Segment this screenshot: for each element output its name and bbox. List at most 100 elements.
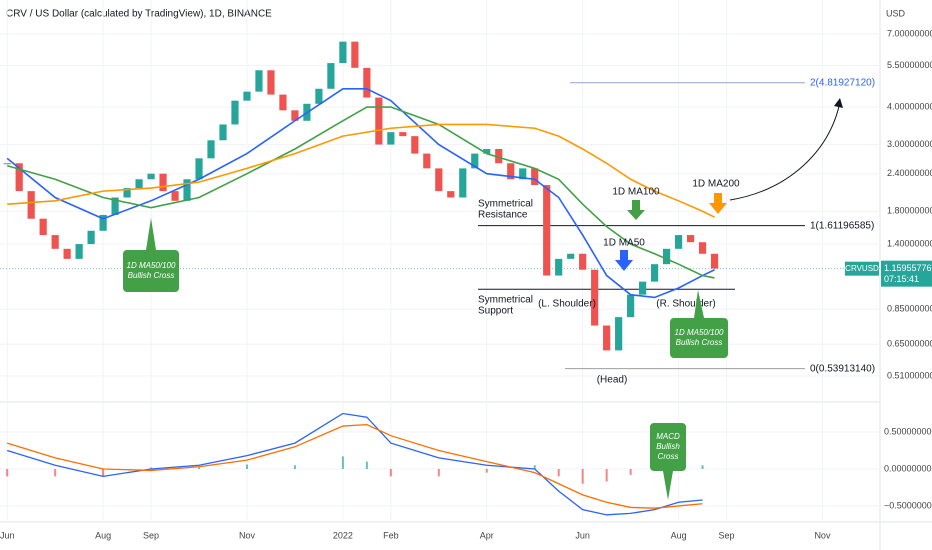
candle xyxy=(231,100,239,125)
y-tick-label: 1.40000000 xyxy=(887,238,932,248)
macd-histogram-bar xyxy=(293,465,296,469)
y-tick-label: 7.00000000 xyxy=(887,28,932,38)
projection-arrow xyxy=(729,101,841,201)
y-tick-label: 0.85000000 xyxy=(887,304,932,314)
callout-box xyxy=(650,423,686,471)
candle xyxy=(315,88,323,104)
candle xyxy=(159,173,167,192)
ma-line xyxy=(6,87,715,299)
fib-label: 0(0.53913140) xyxy=(810,363,875,374)
candle xyxy=(351,41,359,68)
macd-histogram-bar xyxy=(557,468,560,477)
ma50-arrow xyxy=(615,250,633,271)
candle xyxy=(279,94,287,111)
candle xyxy=(63,248,71,259)
macd-histogram-bar xyxy=(6,468,9,477)
macd-histogram-bar xyxy=(150,467,153,469)
candle xyxy=(495,148,503,164)
candle xyxy=(75,244,83,259)
candle xyxy=(459,168,467,198)
macd-histogram-bar xyxy=(485,468,488,473)
candle xyxy=(399,132,407,137)
y-tick-label: 0.65000000 xyxy=(887,339,932,349)
candle xyxy=(27,191,35,219)
annotation: 1D MA200 xyxy=(692,179,740,190)
callout-text: Cross xyxy=(658,452,679,461)
callout-text: 1D MA50/100 xyxy=(127,261,176,270)
x-tick-label: Jun xyxy=(575,530,590,540)
callout-pointer xyxy=(694,290,704,318)
macd-histogram-bar xyxy=(605,468,608,482)
callout-text: 1D MA50/100 xyxy=(675,328,724,337)
candle xyxy=(698,242,707,254)
x-tick-label: Sep xyxy=(143,530,159,540)
candle xyxy=(3,163,11,165)
callout-text: MACD xyxy=(656,432,680,441)
candle xyxy=(99,214,107,231)
annotation: (L. Shoulder) xyxy=(538,299,596,310)
candle xyxy=(507,163,515,180)
annotation: Symmetrical xyxy=(478,199,533,210)
candle xyxy=(603,325,611,351)
candle xyxy=(87,230,95,245)
annotation: 1D MA50 xyxy=(603,238,645,249)
last-price-label: 1.15955776 xyxy=(884,263,932,273)
candle xyxy=(639,281,647,295)
x-tick-label: Aug xyxy=(671,530,687,540)
y-axis-label: USD xyxy=(886,8,906,18)
candle xyxy=(579,253,587,270)
candle xyxy=(519,168,527,180)
candle xyxy=(147,173,155,180)
symbol-label: CRVUSD xyxy=(845,264,879,273)
y-tick-label: 5.50000000 xyxy=(887,60,932,70)
candle xyxy=(135,179,143,189)
candle xyxy=(591,269,599,326)
candle xyxy=(183,179,191,201)
candle xyxy=(363,67,371,98)
ma200-arrow xyxy=(709,193,727,214)
callout-text: Bullish Cross xyxy=(128,271,175,280)
candle xyxy=(375,97,383,145)
macd-histogram-bar xyxy=(198,467,201,469)
ma100-arrow xyxy=(627,200,645,220)
macd-histogram-bar xyxy=(701,465,704,469)
candle xyxy=(39,218,47,236)
y-tick-label: 0.51000000 xyxy=(887,370,932,380)
callout-box xyxy=(670,318,728,358)
callout-pointer xyxy=(663,471,673,500)
marks xyxy=(0,0,880,520)
candle xyxy=(327,63,335,89)
ma-line xyxy=(7,123,715,218)
candle xyxy=(543,185,551,276)
y-tick-label: 3.00000000 xyxy=(887,139,932,149)
x-tick-label: Sep xyxy=(719,530,735,540)
candle xyxy=(267,70,275,95)
candle xyxy=(387,132,395,145)
candle xyxy=(423,153,431,169)
y-tick-label: 2.40000000 xyxy=(887,168,932,178)
candle xyxy=(674,235,683,249)
candle xyxy=(471,153,479,169)
x-tick-label: 2022 xyxy=(333,530,353,540)
candle xyxy=(662,248,671,265)
candle xyxy=(627,294,635,318)
y-tick-label: 0.50000000 xyxy=(884,426,932,436)
candle xyxy=(123,188,131,198)
macd-histogram-bar xyxy=(54,468,57,477)
candle xyxy=(111,197,119,215)
candle xyxy=(195,158,203,180)
candle xyxy=(219,124,227,141)
candle xyxy=(615,317,623,351)
x-tick-label: Nov xyxy=(239,530,256,540)
candle xyxy=(447,191,455,198)
candle xyxy=(555,258,563,276)
annotation: (R. Shoulder) xyxy=(656,299,715,310)
y-tick-label: 1.80000000 xyxy=(887,206,932,216)
macd-line xyxy=(7,412,703,516)
y-tick-label: 0.00000000 xyxy=(884,463,932,473)
annotation: Support xyxy=(478,306,513,317)
price-tag xyxy=(881,260,932,287)
candle xyxy=(255,70,263,92)
macd-histogram-bar xyxy=(341,456,344,469)
candle xyxy=(291,110,299,121)
